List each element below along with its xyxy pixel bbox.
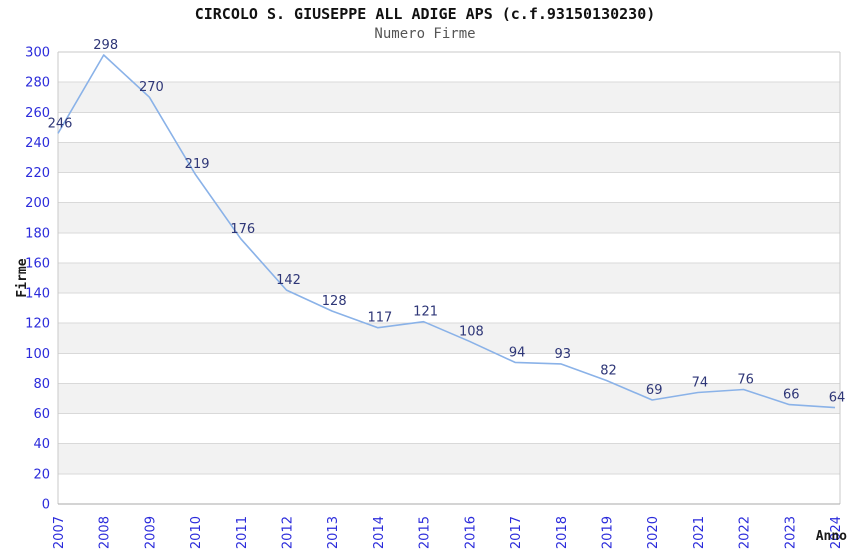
y-tick-label: 280 — [25, 76, 50, 91]
y-tick-label: 40 — [33, 437, 50, 452]
y-axis-title: Firme — [15, 258, 30, 297]
y-tick-label: 300 — [25, 46, 50, 61]
y-tick-label: 260 — [25, 106, 50, 121]
y-tick-label: 100 — [25, 347, 50, 362]
x-tick-label: 2020 — [646, 516, 661, 549]
band — [58, 202, 840, 233]
data-point-label: 108 — [459, 324, 484, 339]
x-tick-label: 2019 — [601, 516, 616, 549]
y-tick-label: 220 — [25, 166, 50, 181]
data-point-label: 93 — [555, 347, 572, 362]
y-tick-label: 140 — [25, 287, 50, 302]
data-point-label: 176 — [230, 222, 255, 237]
y-tick-label: 200 — [25, 196, 50, 211]
x-tick-label: 2011 — [235, 516, 250, 549]
plot-frame — [57, 51, 841, 505]
data-point-label: 117 — [367, 311, 392, 326]
data-point-label: 128 — [322, 294, 347, 309]
band — [58, 323, 840, 354]
chart-title: CIRCOLO S. GIUSEPPE ALL ADIGE APS (c.f.9… — [194, 5, 656, 23]
data-point-label: 94 — [509, 345, 526, 360]
x-tick-label: 2017 — [509, 516, 524, 549]
x-tick-label: 2016 — [463, 516, 478, 549]
series-line — [57, 54, 836, 409]
x-tick-label: 2015 — [418, 516, 433, 549]
data-point-label: 270 — [139, 80, 164, 95]
y-tick-label: 60 — [33, 407, 50, 422]
y-axis-tick-labels: 0 20 40 60 80 100 120 140 160 180 200 220 240 260 280 3… — [25, 46, 50, 513]
x-tick-label: 2012 — [281, 516, 296, 549]
data-point-label: 66 — [783, 388, 800, 403]
y-tick-label: 20 — [33, 467, 50, 482]
x-tick-label: 2008 — [98, 516, 113, 549]
band — [58, 262, 840, 294]
data-point-label: 142 — [276, 273, 301, 288]
x-tick-label: 2023 — [783, 516, 798, 549]
data-point-label: 64 — [829, 391, 846, 406]
data-point-label: 298 — [93, 38, 118, 53]
x-axis-title: Anno — [816, 529, 847, 544]
x-tick-label: 2021 — [692, 516, 707, 549]
data-point-label: 74 — [692, 376, 709, 391]
y-tick-label: 120 — [25, 317, 50, 332]
data-point-label: 69 — [646, 383, 663, 398]
x-tick-label: 2010 — [189, 516, 204, 549]
y-tick-label: 180 — [25, 226, 50, 241]
band — [58, 142, 840, 173]
data-point-label: 246 — [48, 116, 73, 131]
x-tick-label: 2024 — [829, 516, 844, 549]
y-tick-label: 80 — [33, 377, 50, 392]
data-point-label: 219 — [185, 157, 210, 172]
x-tick-label: 2013 — [326, 516, 341, 549]
data-point-labels: 246 298 270 219 176 142 128 117 121 108 94 93 82 69 74… — [48, 38, 846, 406]
band — [58, 82, 840, 113]
x-tick-label: 2007 — [52, 516, 67, 549]
x-tick-label: 2009 — [143, 516, 158, 549]
plot-alternating-bands — [58, 82, 840, 474]
data-point-label: 76 — [737, 373, 754, 388]
data-point-label: 82 — [600, 364, 617, 379]
band — [58, 443, 840, 474]
x-axis-tick-labels: 2007 2008 2009 2010 2011 2012 2013 2014 2015 2016… — [52, 516, 844, 549]
y-tick-label: 0 — [42, 498, 50, 513]
data-point-label: 121 — [413, 305, 438, 320]
x-tick-label: 2018 — [555, 516, 570, 549]
band — [58, 383, 840, 414]
x-tick-label: 2014 — [372, 516, 387, 549]
y-tick-label: 240 — [25, 136, 50, 151]
x-tick-label: 2022 — [738, 516, 753, 549]
chart-subtitle: Numero Firme — [374, 26, 476, 42]
y-tick-label: 160 — [25, 256, 50, 271]
